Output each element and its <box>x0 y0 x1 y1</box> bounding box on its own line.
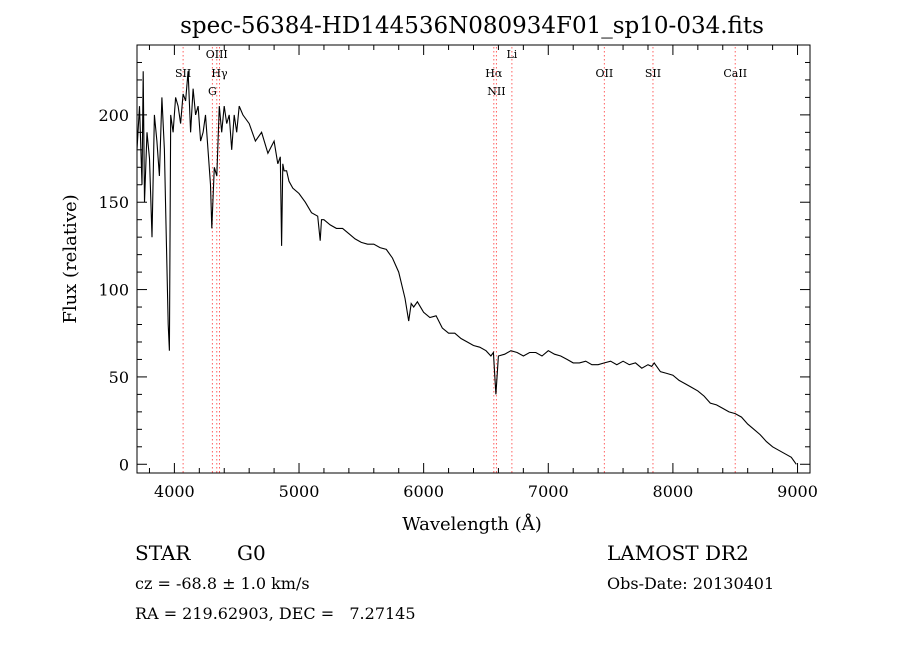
spectrum-series <box>136 71 797 465</box>
y-tick-label: 50 <box>109 368 129 387</box>
y-tick-label: 100 <box>98 281 129 300</box>
redshift-info: cz = -68.8 ± 1.0 km/s <box>135 574 310 593</box>
x-tick-label: 7000 <box>528 482 569 501</box>
chart-title: spec-56384-HD144536N080934F01_sp10-034.f… <box>180 13 764 39</box>
line-marker-label: G <box>208 85 217 98</box>
line-marker-label: Hγ <box>211 67 228 80</box>
line-marker-label: Li <box>506 48 517 61</box>
observation-date: Obs-Date: 20130401 <box>607 574 775 593</box>
spectrum-line <box>136 71 797 465</box>
plot-frame <box>136 44 811 474</box>
x-tick-label: 8000 <box>653 482 694 501</box>
object-type: STAR <box>135 541 191 565</box>
x-tick-label: 5000 <box>279 482 320 501</box>
x-tick-label: 9000 <box>777 482 818 501</box>
survey-name: LAMOST DR2 <box>607 541 749 565</box>
x-axis: 4000 5000 6000 7000 8000 9000 <box>148 45 818 501</box>
line-marker-label: OIII <box>206 48 228 61</box>
y-axis-label: Flux (relative) <box>60 194 81 323</box>
x-tick-label: 6000 <box>403 482 444 501</box>
y-tick-label: 0 <box>119 455 129 474</box>
x-axis-label: Wavelength (Å) <box>402 513 542 535</box>
y-tick-label: 150 <box>98 193 129 212</box>
line-marker-label: OII <box>596 67 614 80</box>
y-tick-label: 200 <box>98 106 129 125</box>
y-axis: 0 50 100 150 200 <box>98 61 810 474</box>
line-marker-label: SII <box>645 67 661 80</box>
x-tick-label: 4000 <box>154 482 195 501</box>
coordinates-info: RA = 219.62903, DEC = 7.27145 <box>135 604 416 623</box>
line-marker-label: Hα <box>485 67 503 80</box>
spectral-subclass: G0 <box>237 541 266 565</box>
line-marker-label: CaII <box>723 67 747 80</box>
line-marker-label: NII <box>487 85 505 98</box>
